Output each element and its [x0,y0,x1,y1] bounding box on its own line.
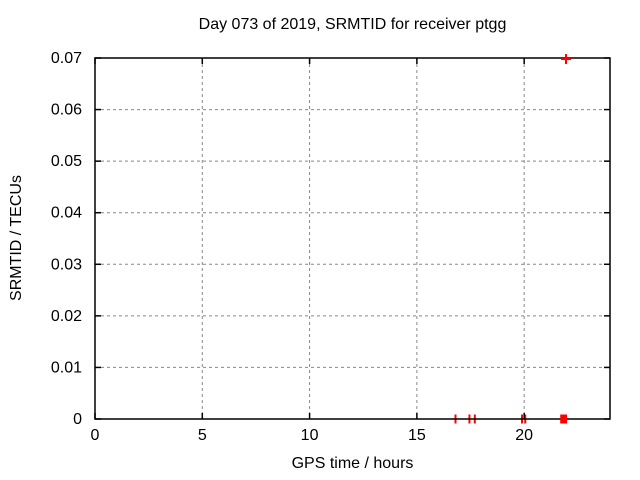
x-tick-label: 0 [91,427,100,444]
y-tick-label: 0 [73,411,82,428]
y-tick-label: 0.04 [51,205,82,222]
x-tick-label: 20 [515,427,533,444]
y-tick-label: 0.03 [51,256,82,273]
grid-lines [94,57,610,420]
y-tick-label: 0.06 [51,102,82,119]
x-tick-label: 10 [301,427,319,444]
y-tick-label: 0.05 [51,153,82,170]
x-tick-label: 15 [408,427,426,444]
data-point-cluster [560,414,568,424]
axes-frame: 0 5 10 15 20 0 0.01 0.02 0.03 0.04 0.05 0.06 0.07 [51,50,611,444]
x-tick-label: 5 [198,427,207,444]
x-axis-label: GPS time / hours [291,455,414,472]
y-tick-label: 0.07 [51,50,82,67]
chart-title: Day 073 of 2019, SRMTID for receiver ptg… [198,16,507,33]
data-points [560,54,572,424]
y-tick-label: 0.01 [51,359,82,376]
y-tick-label: 0.02 [51,308,82,325]
